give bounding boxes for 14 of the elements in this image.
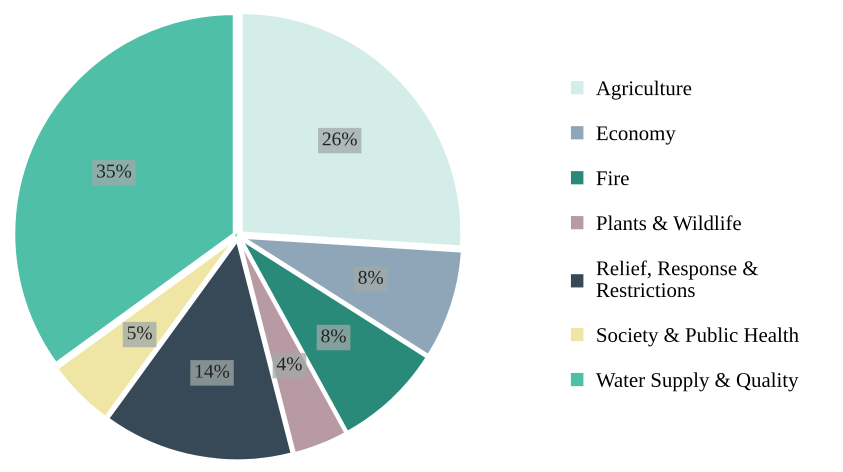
legend-label: Fire xyxy=(596,171,629,186)
data-label: 8% xyxy=(321,329,346,343)
legend-label: Economy xyxy=(596,126,676,145)
legend-label: Agriculture xyxy=(596,80,692,100)
data-label: 26% xyxy=(322,132,357,146)
data-label: 4% xyxy=(276,357,302,370)
legend-label: Society & Public Health xyxy=(597,327,799,346)
legend-label: Plants & Wildlife xyxy=(596,215,741,230)
data-label: 8% xyxy=(358,270,383,284)
data-label: 5% xyxy=(128,326,152,340)
data-label: 14% xyxy=(196,364,230,378)
data-label: 35% xyxy=(97,164,132,178)
legend-label: Relief, Response & Restrictions xyxy=(596,260,758,298)
legend-label: Water Supply & Quality xyxy=(596,372,798,392)
